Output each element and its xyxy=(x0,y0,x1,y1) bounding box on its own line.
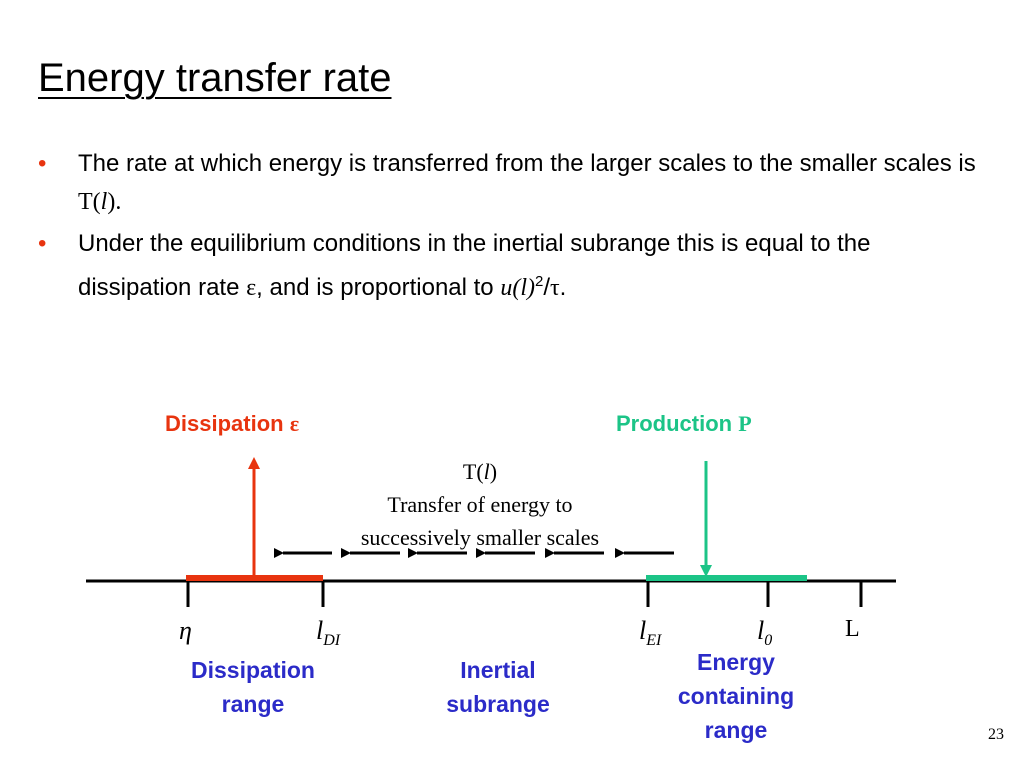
transfer-symbol: T( xyxy=(462,459,484,484)
l-symbol: l xyxy=(639,616,647,645)
subscript-0: 0 xyxy=(764,632,773,650)
period: . xyxy=(559,274,567,301)
dissipation-range-label: Dissipation range xyxy=(160,653,346,721)
production-label: Production P xyxy=(616,411,752,437)
symbol-close: ). xyxy=(107,189,122,215)
production-symbol: P xyxy=(738,411,752,436)
velocity-symbol: u(l) xyxy=(500,275,535,301)
dissipation-label-text: Dissipation xyxy=(165,411,290,436)
bullet-text-mid: , and is proportional to xyxy=(256,274,501,301)
bullet-text: The rate at which energy is transferred … xyxy=(78,150,976,177)
range-line: Inertial xyxy=(460,657,536,683)
range-line: range xyxy=(704,717,768,743)
tick-label-ldi: lDI xyxy=(316,616,340,650)
transfer-symbol-line: T(l) xyxy=(300,455,660,488)
energy-range-label: Energy containing range xyxy=(643,645,829,747)
eta-symbol: η xyxy=(179,616,192,645)
dissipation-label: Dissipation ε xyxy=(165,411,299,437)
transfer-caption: T(l) Transfer of energy to successively … xyxy=(300,455,660,554)
l-symbol: l xyxy=(316,616,324,645)
page-number: 23 xyxy=(988,726,1004,743)
length-symbol: l xyxy=(483,459,490,484)
transfer-line-1: Transfer of energy to xyxy=(387,492,573,517)
bullet-marker: • xyxy=(38,230,47,257)
bullet-item: • The rate at which energy is transferre… xyxy=(38,145,988,221)
range-line: subrange xyxy=(446,691,550,717)
tick-label-l0: l0 xyxy=(757,616,772,650)
bullet-marker: • xyxy=(38,150,47,177)
range-line: range xyxy=(221,691,285,717)
range-line: containing xyxy=(677,683,795,709)
L-symbol: L xyxy=(845,616,860,642)
production-label-text: Production xyxy=(616,411,739,436)
tau-symbol: τ xyxy=(550,275,560,301)
transfer-line-2: successively smaller scales xyxy=(360,525,600,550)
range-line: Energy xyxy=(697,649,775,675)
bullet-item: • Under the equilibrium conditions in th… xyxy=(38,225,988,307)
l-symbol: l xyxy=(757,616,765,645)
inertial-range-label: Inertial subrange xyxy=(405,653,591,721)
symbol-close: ) xyxy=(489,459,498,484)
epsilon-symbol: ε xyxy=(289,411,300,436)
slide-title: Energy transfer rate xyxy=(38,56,392,100)
tick-label-lei: lEI xyxy=(639,616,661,650)
slash: / xyxy=(543,274,550,301)
tick-label-eta: η xyxy=(179,616,192,646)
epsilon-symbol: ε xyxy=(246,275,257,301)
transfer-symbol: T( xyxy=(78,189,101,215)
range-line: Dissipation xyxy=(191,657,315,683)
bullet-list: • The rate at which energy is transferre… xyxy=(38,145,988,311)
subscript-di: DI xyxy=(323,632,341,650)
exponent: 2 xyxy=(534,273,544,290)
tick-label-L: L xyxy=(845,616,860,643)
subscript-ei: EI xyxy=(646,632,662,650)
bullet-text: Under the equilibrium conditions in the … xyxy=(78,230,871,301)
length-symbol: l xyxy=(100,189,108,215)
